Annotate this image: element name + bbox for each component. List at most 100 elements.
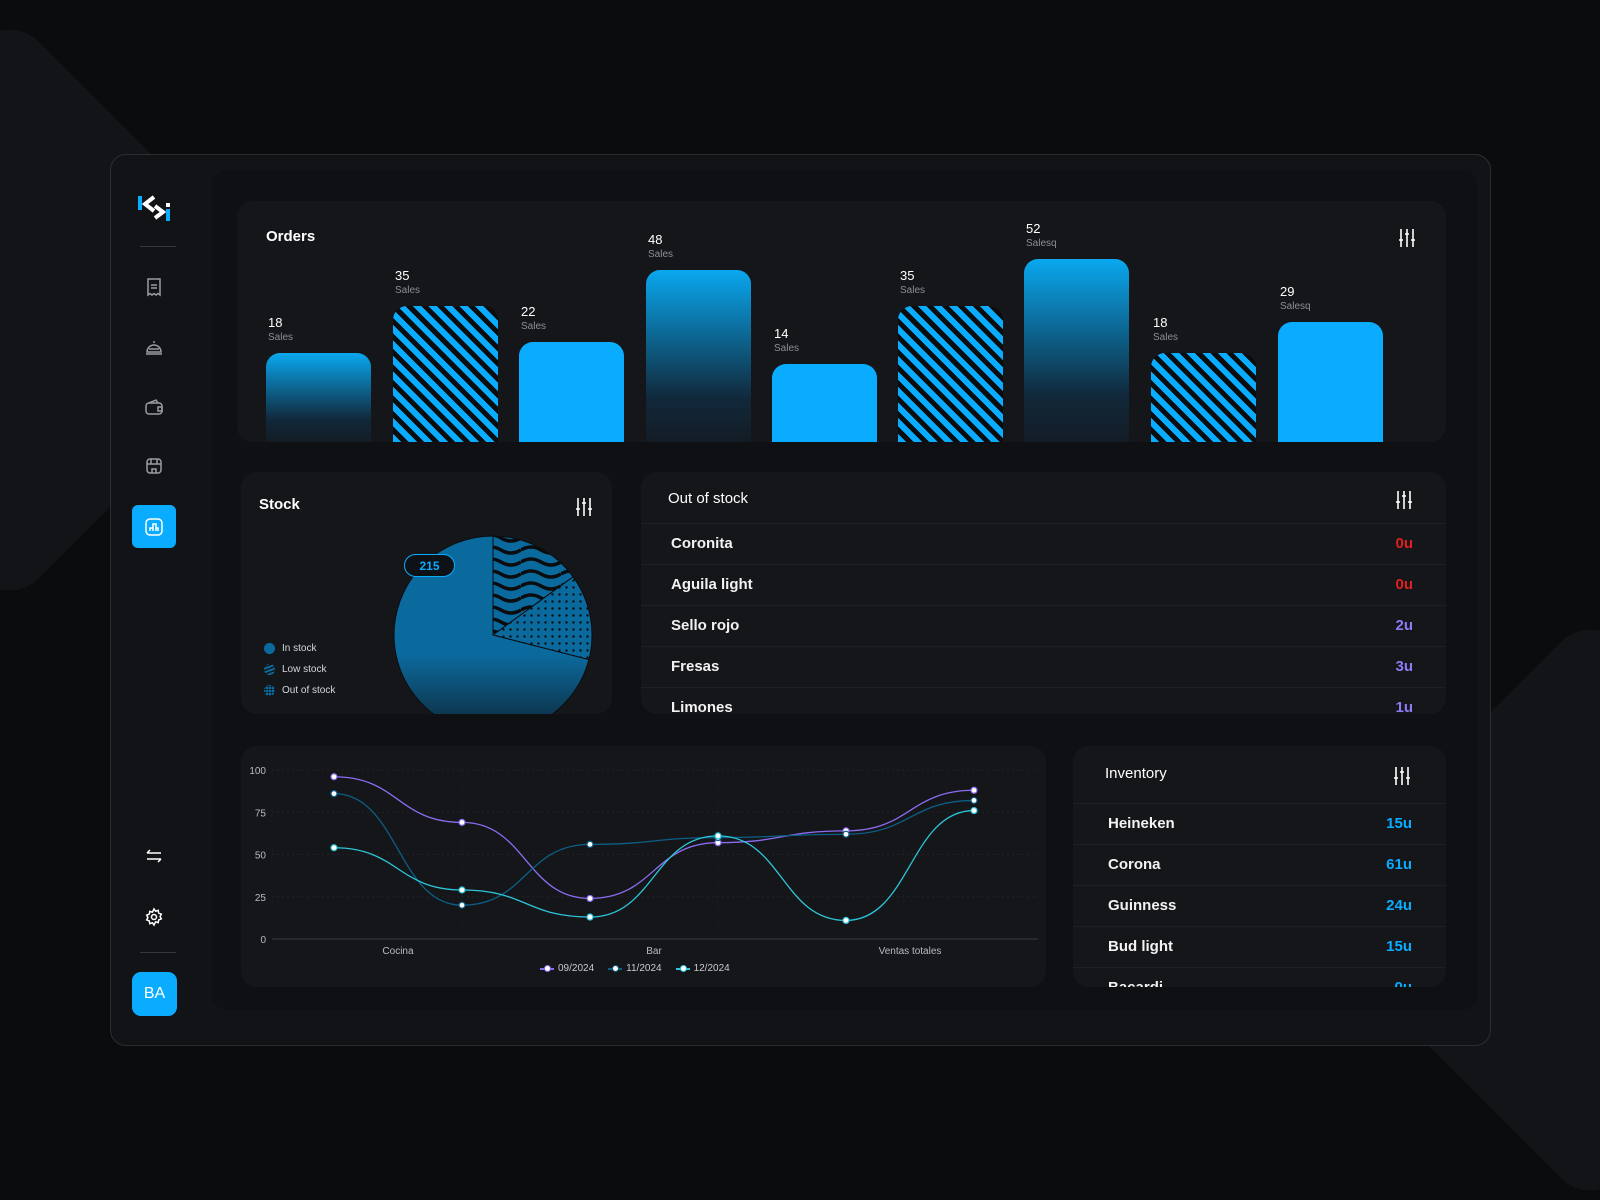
item-quantity: 0u [1395, 576, 1413, 593]
out-of-stock-row[interactable]: Fresas 3u [641, 646, 1446, 687]
avatar[interactable]: BA [132, 972, 177, 1016]
bar-sub-label: Sales [521, 320, 547, 332]
data-point[interactable] [842, 830, 850, 838]
y-tick-label: 0 [260, 935, 266, 946]
item-name: Heineken [1108, 815, 1175, 832]
out-of-stock-card: Out of stock Coronita 0u Aguila light 0u Sel… [641, 472, 1446, 714]
inventory-row[interactable]: Corona 61u [1073, 844, 1446, 885]
item-quantity: 24u [1386, 897, 1412, 914]
item-quantity: 61u [1386, 856, 1412, 873]
sidebar-divider [140, 952, 176, 953]
receipt-icon[interactable] [142, 275, 166, 299]
filter-icon[interactable] [1393, 766, 1411, 786]
orders-bar[interactable] [519, 341, 624, 442]
data-point[interactable] [586, 894, 594, 903]
out-of-stock-row[interactable]: Sello rojo 2u [641, 605, 1446, 646]
legend-swatch-icon [675, 964, 690, 972]
legend-swatch-icon [540, 964, 554, 972]
y-tick-label: 25 [255, 893, 267, 904]
service-bell-icon[interactable] [142, 335, 166, 359]
item-quantity: 15u [1386, 815, 1412, 832]
legend-out-of-stock: Out of stock [264, 685, 335, 696]
legend-item[interactable]: 09/2024 [540, 963, 594, 974]
data-point[interactable] [330, 773, 338, 781]
data-point[interactable] [586, 913, 594, 921]
legend-label: Low stock [282, 664, 327, 675]
item-quantity: 1u [1395, 699, 1413, 714]
data-point[interactable] [458, 886, 466, 894]
data-point[interactable] [458, 901, 466, 909]
pie-slice-out-of-stock[interactable] [491, 576, 593, 661]
filter-icon[interactable] [1398, 228, 1416, 248]
store-icon[interactable] [142, 454, 166, 478]
out-of-stock-row[interactable]: Limones 1u [641, 687, 1446, 714]
bar-sub-label: Sales [774, 342, 800, 354]
y-tick-label: 75 [255, 808, 267, 819]
series-line-11/2024 [333, 793, 975, 906]
filter-icon[interactable] [575, 497, 593, 517]
data-point[interactable] [330, 844, 338, 852]
out-of-stock-row[interactable]: Aguila light 0u [641, 564, 1446, 605]
data-point[interactable] [970, 806, 978, 815]
bar-value-label: 14 [774, 325, 789, 341]
pie-slice-low-stock[interactable] [492, 535, 574, 636]
data-point[interactable] [330, 790, 338, 798]
orders-bar[interactable] [772, 363, 877, 442]
legend-in-stock: In stock [264, 643, 316, 654]
legend-label: 11/2024 [626, 963, 662, 974]
item-name: Aguila light [671, 576, 753, 593]
item-name: Sello rojo [671, 617, 740, 634]
data-point[interactable] [714, 832, 722, 840]
x-tick-label: Ventas totales [879, 946, 942, 957]
legend-dot-icon [679, 964, 687, 972]
y-tick-label: 50 [255, 851, 267, 862]
inventory-title: Inventory [1105, 765, 1167, 782]
filter-icon[interactable] [1395, 490, 1413, 510]
legend-low-stock: Low stock [264, 664, 326, 675]
item-name: Corona [1108, 856, 1161, 873]
data-point[interactable] [970, 786, 978, 794]
orders-card: Orders 18 Sales 35 Sales 22 Sales 48 Sales 14 Sal… [237, 201, 1446, 442]
orders-bar[interactable] [266, 352, 371, 442]
line-chart-legend: 09/2024 11/2024 12/2024 [540, 963, 730, 974]
inventory-row[interactable]: Bud light 15u [1073, 926, 1446, 967]
legend-dot-icon [612, 964, 620, 972]
orders-bar[interactable] [1278, 322, 1383, 442]
orders-title: Orders [266, 228, 316, 245]
item-name: Bud light [1108, 938, 1173, 955]
analytics-nav-button[interactable] [132, 505, 176, 548]
item-name: Bacardi [1108, 979, 1163, 987]
stock-pie-chart [393, 535, 593, 714]
data-point[interactable] [970, 796, 978, 805]
inventory-row[interactable]: Bacardi 0u [1073, 967, 1446, 987]
legend-item[interactable]: 11/2024 [608, 963, 662, 974]
inventory-row[interactable]: Guinness 24u [1073, 885, 1446, 926]
orders-bar[interactable] [898, 305, 1003, 442]
legend-label: 09/2024 [558, 963, 595, 974]
orders-bar[interactable] [1151, 352, 1256, 442]
data-point[interactable] [586, 840, 594, 848]
orders-bar[interactable] [646, 270, 751, 442]
orders-bar[interactable] [1024, 259, 1129, 442]
x-tick-label: Cocina [382, 946, 414, 957]
inventory-row[interactable]: Heineken 15u [1073, 803, 1446, 844]
orders-bar[interactable] [393, 305, 498, 442]
stock-total-badge: 215 [404, 554, 455, 577]
chart-icon [145, 517, 163, 536]
legend-dot-icon [544, 964, 551, 972]
bar-value-label: 22 [521, 303, 536, 319]
bar-value-label: 48 [648, 232, 663, 247]
gear-icon[interactable] [142, 905, 166, 929]
out-of-stock-row[interactable]: Coronita 0u [641, 523, 1446, 564]
series-line-12/2024 [333, 809, 975, 922]
wallet-icon[interactable] [142, 395, 166, 419]
legend-label: In stock [282, 643, 317, 654]
legend-item[interactable]: 12/2024 [675, 963, 730, 974]
sales-line-chart-card [241, 746, 1046, 987]
bar-sub-label: Sales [648, 249, 674, 260]
bar-value-label: 35 [900, 267, 915, 283]
data-point[interactable] [842, 916, 850, 925]
swap-icon[interactable] [142, 844, 166, 868]
data-point[interactable] [458, 818, 466, 826]
